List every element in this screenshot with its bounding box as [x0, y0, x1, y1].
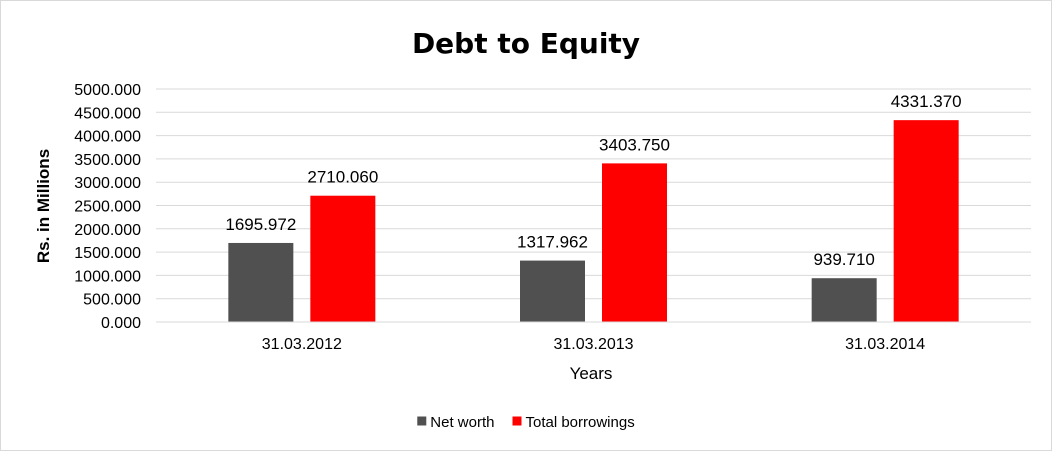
- y-tick-label: 4000.000: [74, 129, 141, 146]
- bar-net-worth: [811, 278, 877, 322]
- data-label: 939.710: [813, 250, 874, 269]
- legend: Net worth Total borrowings: [417, 414, 635, 431]
- y-tick-label: 1500.000: [74, 245, 141, 262]
- x-tick-label: 31.03.2012: [262, 336, 342, 353]
- x-tick-label: 31.03.2014: [845, 336, 925, 353]
- y-tick-label: 500.000: [83, 292, 141, 309]
- y-tick-label: 3500.000: [74, 152, 141, 169]
- bar-net-worth: [228, 242, 294, 322]
- legend-label: Net worth: [430, 414, 494, 431]
- y-tick-label: 5000.000: [74, 82, 141, 99]
- legend-swatch: [417, 416, 427, 426]
- y-tick-label: 1000.000: [74, 268, 141, 285]
- legend-swatch: [512, 416, 522, 426]
- y-tick-label: 0.000: [101, 315, 141, 332]
- x-axis-ticks: 31.03.2012 31.03.2013 31.03.2014: [262, 336, 926, 353]
- y-axis-ticks: 0.000 500.000 1000.000 1500.000 2000.000 2500…: [74, 82, 141, 332]
- y-tick-label: 4500.000: [74, 105, 141, 122]
- bars: [228, 120, 959, 322]
- data-label: 1317.962: [517, 233, 588, 252]
- data-label: 4331.370: [891, 92, 962, 111]
- y-axis-title: Rs. in Millions: [34, 149, 53, 263]
- data-label: 2710.060: [307, 168, 378, 187]
- y-tick-label: 2000.000: [74, 222, 141, 239]
- bar-net-worth: [520, 260, 585, 322]
- legend-label: Total borrowings: [525, 414, 634, 431]
- bar-total-borrowings: [310, 195, 376, 322]
- gridlines: [156, 88, 1031, 300]
- y-tick-label: 3000.000: [74, 175, 141, 192]
- y-tick-label: 2500.000: [74, 199, 141, 216]
- x-axis-title: Years: [570, 364, 613, 383]
- bar-total-borrowings: [893, 120, 959, 322]
- data-label: 3403.750: [599, 135, 670, 154]
- data-labels: 1695.972 2710.060 1317.962 3403.750 939.710 4…: [225, 92, 961, 269]
- data-label: 1695.972: [225, 215, 296, 234]
- x-tick-label: 31.03.2013: [553, 336, 633, 353]
- bar-total-borrowings: [602, 163, 667, 322]
- chart-title: Debt to Equity: [412, 27, 640, 60]
